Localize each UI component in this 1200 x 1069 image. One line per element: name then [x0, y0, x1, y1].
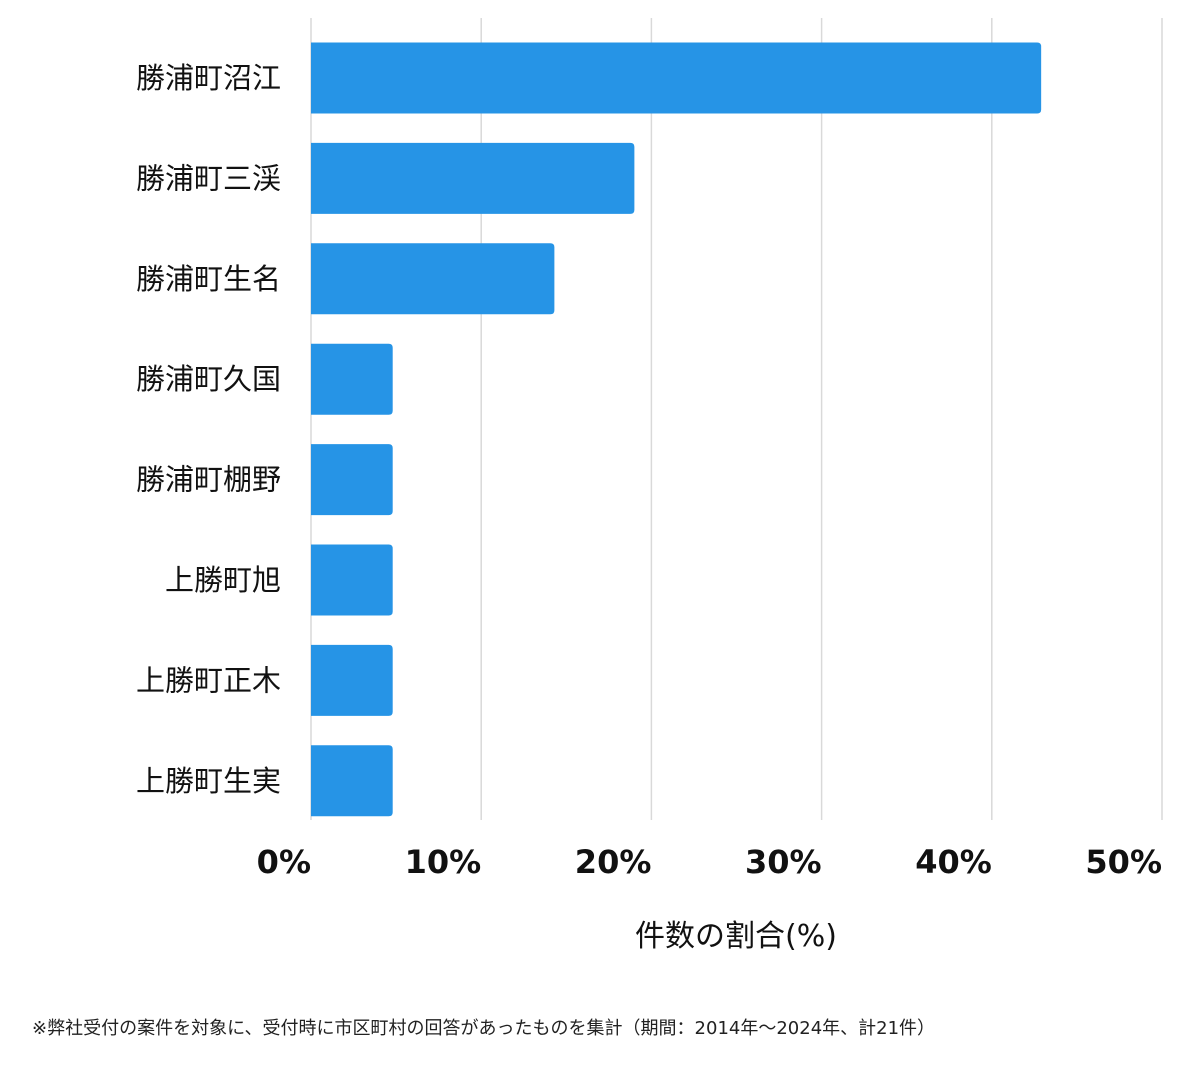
x-tick-label: 0% — [257, 843, 311, 881]
bar — [311, 544, 393, 616]
bar — [311, 343, 393, 415]
category-label: 上勝町旭 — [165, 563, 281, 597]
bar — [311, 644, 393, 716]
footnote: ※弊社受付の案件を対象に、受付時に市区町村の回答があったものを集計（期間：201… — [32, 1018, 936, 1039]
x-tick-label: 50% — [1085, 843, 1162, 881]
bar — [311, 745, 393, 817]
x-tick-label: 10% — [405, 843, 482, 881]
x-tick-labels: 0% 10% 20% 30% 40% 50% — [257, 843, 1162, 881]
category-label: 勝浦町棚野 — [136, 463, 281, 497]
bar — [311, 444, 393, 516]
x-tick-label: 30% — [745, 843, 822, 881]
category-label: 勝浦町生名 — [136, 262, 281, 296]
x-axis-title: 件数の割合(%) — [635, 919, 837, 954]
bars — [311, 42, 1042, 817]
bar — [311, 243, 555, 315]
category-label: 上勝町正木 — [136, 663, 281, 697]
x-tick-label: 20% — [575, 843, 652, 881]
category-label: 勝浦町沼江 — [136, 61, 281, 95]
grid-lines — [310, 18, 1163, 820]
bar — [311, 142, 635, 214]
category-label: 上勝町生実 — [136, 764, 281, 798]
x-tick-label: 40% — [915, 843, 992, 881]
bar — [311, 42, 1042, 114]
category-label: 勝浦町三渓 — [136, 161, 281, 195]
category-label: 勝浦町久国 — [136, 362, 281, 396]
bar-chart: 勝浦町沼江勝浦町三渓勝浦町生名勝浦町久国勝浦町棚野上勝町旭上勝町正木上勝町生実 … — [136, 18, 1163, 954]
